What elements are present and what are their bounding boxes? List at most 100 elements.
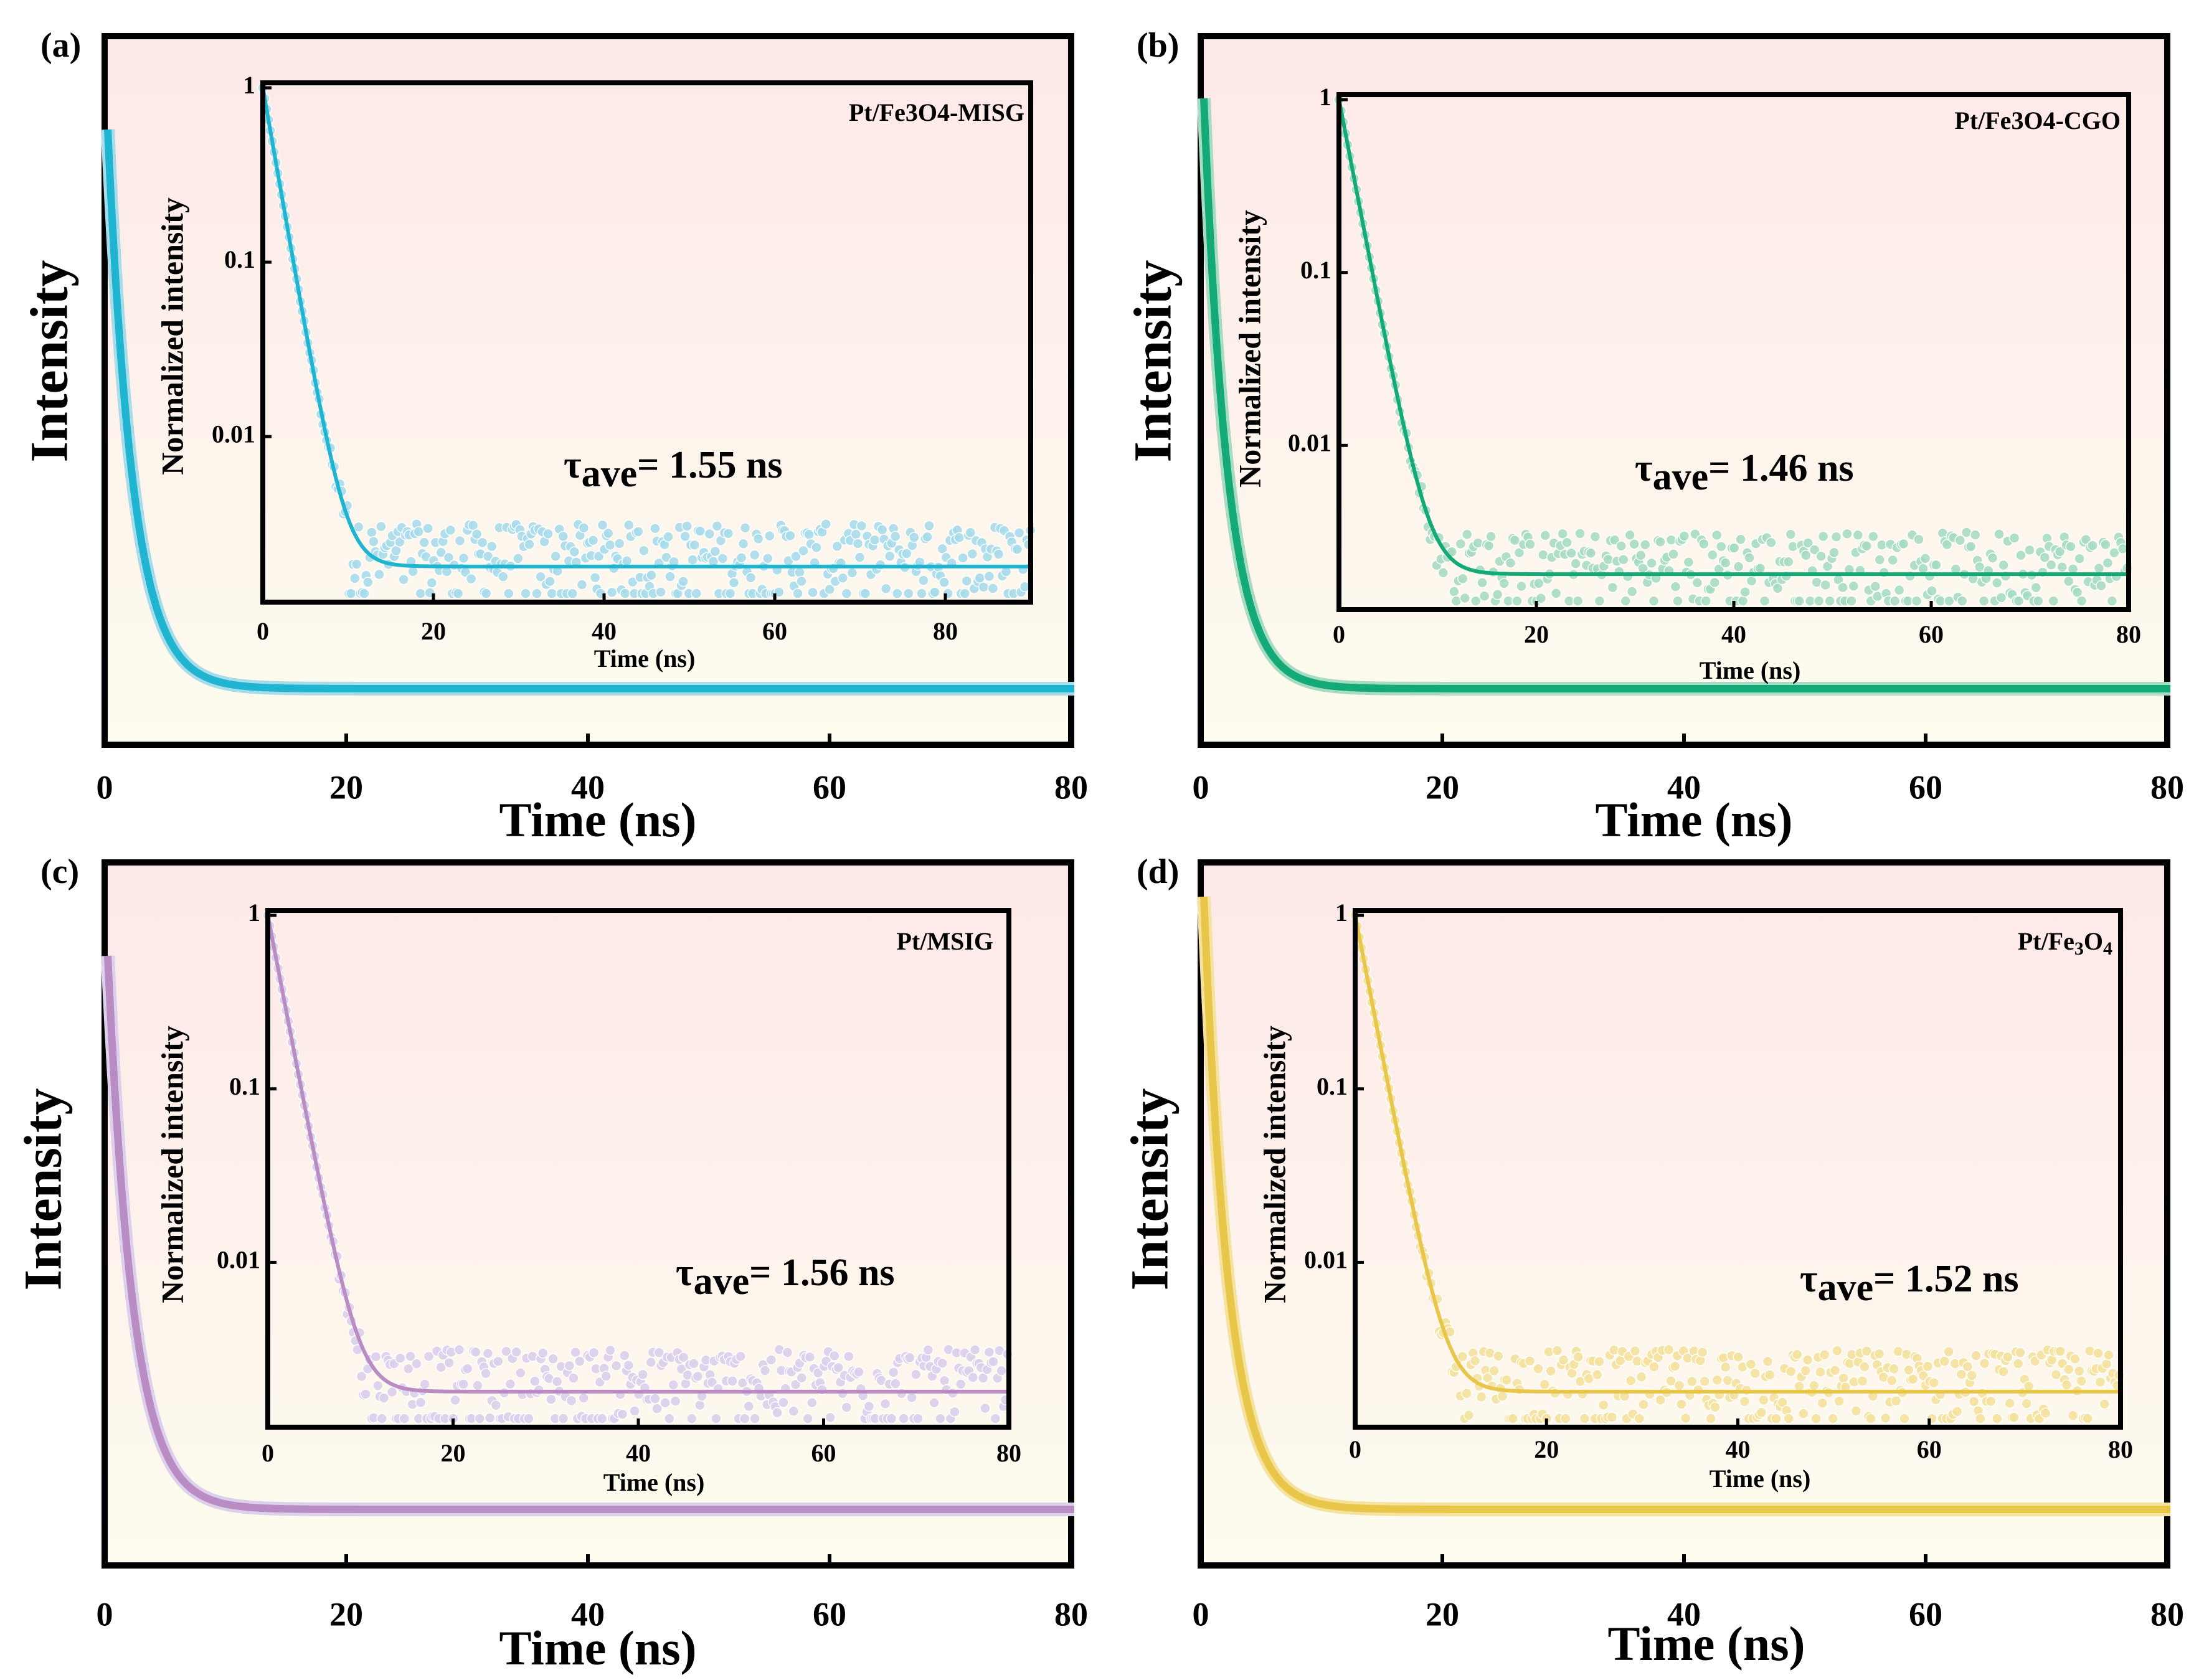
- data-point: [426, 577, 438, 588]
- data-point: [1539, 530, 1551, 541]
- data-point: [511, 1346, 522, 1357]
- data-point: [953, 532, 965, 544]
- panel-label: (d): [1137, 852, 1179, 891]
- data-point: [568, 1372, 579, 1384]
- data-point: [1615, 540, 1627, 552]
- data-point: [711, 1413, 722, 1424]
- data-point: [1951, 1406, 1963, 1417]
- data-point: [472, 1380, 483, 1391]
- data-point: [854, 552, 866, 563]
- sample-label-part: 3: [2011, 106, 2023, 134]
- data-point: [1707, 549, 1718, 560]
- inset-frame-overlay: [260, 80, 1033, 605]
- data-point: [1810, 1413, 1822, 1424]
- data-point: [889, 531, 901, 542]
- data-point: [1998, 559, 2009, 571]
- decay-fit-curve: [104, 955, 1077, 1513]
- data-point: [2015, 1347, 2026, 1359]
- data-point: [2106, 595, 2118, 606]
- data-point: [1602, 554, 1614, 565]
- data-point: [772, 1407, 783, 1418]
- inset-y-tick-label: 1: [1335, 899, 1348, 927]
- data-point: [880, 583, 892, 595]
- data-point: [863, 1400, 875, 1412]
- data-point: [829, 1350, 840, 1361]
- data-point: [898, 1413, 909, 1424]
- data-point: [1861, 540, 1873, 552]
- data-point: [2015, 550, 2027, 561]
- data-point: [1888, 1363, 1899, 1375]
- data-point: [692, 1371, 704, 1382]
- data-point: [588, 1347, 600, 1359]
- data-point: [1970, 1350, 1982, 1361]
- sample-label-part: Pt/MSIG: [896, 927, 993, 955]
- data-point: [597, 519, 608, 531]
- data-point: [679, 531, 691, 542]
- tau-subscript: ave: [694, 1260, 750, 1303]
- data-point: [1998, 1366, 2009, 1377]
- data-point: [574, 1356, 585, 1367]
- data-point: [959, 588, 970, 599]
- data-point: [1539, 1379, 1550, 1390]
- data-point: [904, 1352, 915, 1363]
- data-point: [1890, 1395, 1902, 1407]
- data-point: [2101, 1358, 2112, 1370]
- inset-x-tick-label: 20: [441, 1439, 466, 1467]
- data-point: [351, 559, 362, 570]
- x-tick-label: 20: [1426, 768, 1459, 806]
- plot-background: [1201, 862, 2167, 1565]
- inset-x-tick-label: 0: [1333, 620, 1345, 648]
- panel-c: (c) Intensity 0 20 40 60 80 Time (ns) 1 0.1 0.01 0 2…: [13, 852, 1088, 1675]
- data-point: [578, 1392, 589, 1404]
- data-point: [557, 1413, 569, 1424]
- data-point: [678, 1352, 689, 1363]
- data-point: [1437, 567, 1449, 578]
- data-point: [520, 588, 531, 599]
- data-point: [633, 526, 644, 537]
- tau-value: = 1.52 ns: [1873, 1258, 2018, 1300]
- data-point: [1672, 595, 1683, 606]
- data-point: [1470, 595, 1482, 606]
- data-point: [841, 588, 853, 599]
- sample-label-part: Pt/Fe: [1954, 106, 2011, 134]
- data-point: [1754, 562, 1766, 574]
- data-point: [1635, 1371, 1647, 1383]
- data-point: [1903, 1364, 1914, 1376]
- x-tick-label: 20: [1426, 1595, 1459, 1633]
- data-point: [1570, 558, 1581, 569]
- y-axis-label: Intensity: [1123, 260, 1183, 463]
- data-point: [484, 1412, 496, 1423]
- data-point: [1449, 586, 1460, 597]
- data-point: [694, 526, 706, 537]
- x-tick-label: 40: [571, 768, 605, 806]
- inset-x-tick-label: 80: [2108, 1435, 2133, 1463]
- data-point: [743, 1400, 755, 1412]
- data-point: [739, 1413, 750, 1424]
- data-point: [1720, 1361, 1731, 1373]
- inset-fit-curve: [1337, 99, 2129, 577]
- data-point: [918, 575, 929, 586]
- data-point: [1794, 595, 1805, 606]
- data-point: [2093, 1347, 2104, 1359]
- data-point: [458, 1379, 469, 1390]
- data-point: [2063, 575, 2074, 587]
- data-point: [1013, 527, 1025, 539]
- inset-y-tick-label: 0.01: [1304, 1246, 1348, 1274]
- data-point: [564, 1360, 575, 1371]
- data-point: [1719, 557, 1731, 569]
- data-point: [1783, 556, 1794, 568]
- data-point: [764, 530, 775, 542]
- data-point: [728, 577, 740, 588]
- tau-symbol: τ: [564, 444, 582, 486]
- inset-x-tick-label: 40: [626, 1439, 651, 1467]
- data-point: [890, 1378, 901, 1389]
- data-point: [1646, 557, 1657, 569]
- data-point: [1461, 529, 1473, 540]
- data-point: [737, 538, 749, 549]
- data-point: [493, 1356, 504, 1367]
- data-point: [1457, 1351, 1469, 1362]
- data-point: [356, 1371, 367, 1382]
- data-point: [1791, 1349, 1803, 1360]
- data-point: [587, 535, 599, 546]
- data-point: [1899, 1413, 1910, 1424]
